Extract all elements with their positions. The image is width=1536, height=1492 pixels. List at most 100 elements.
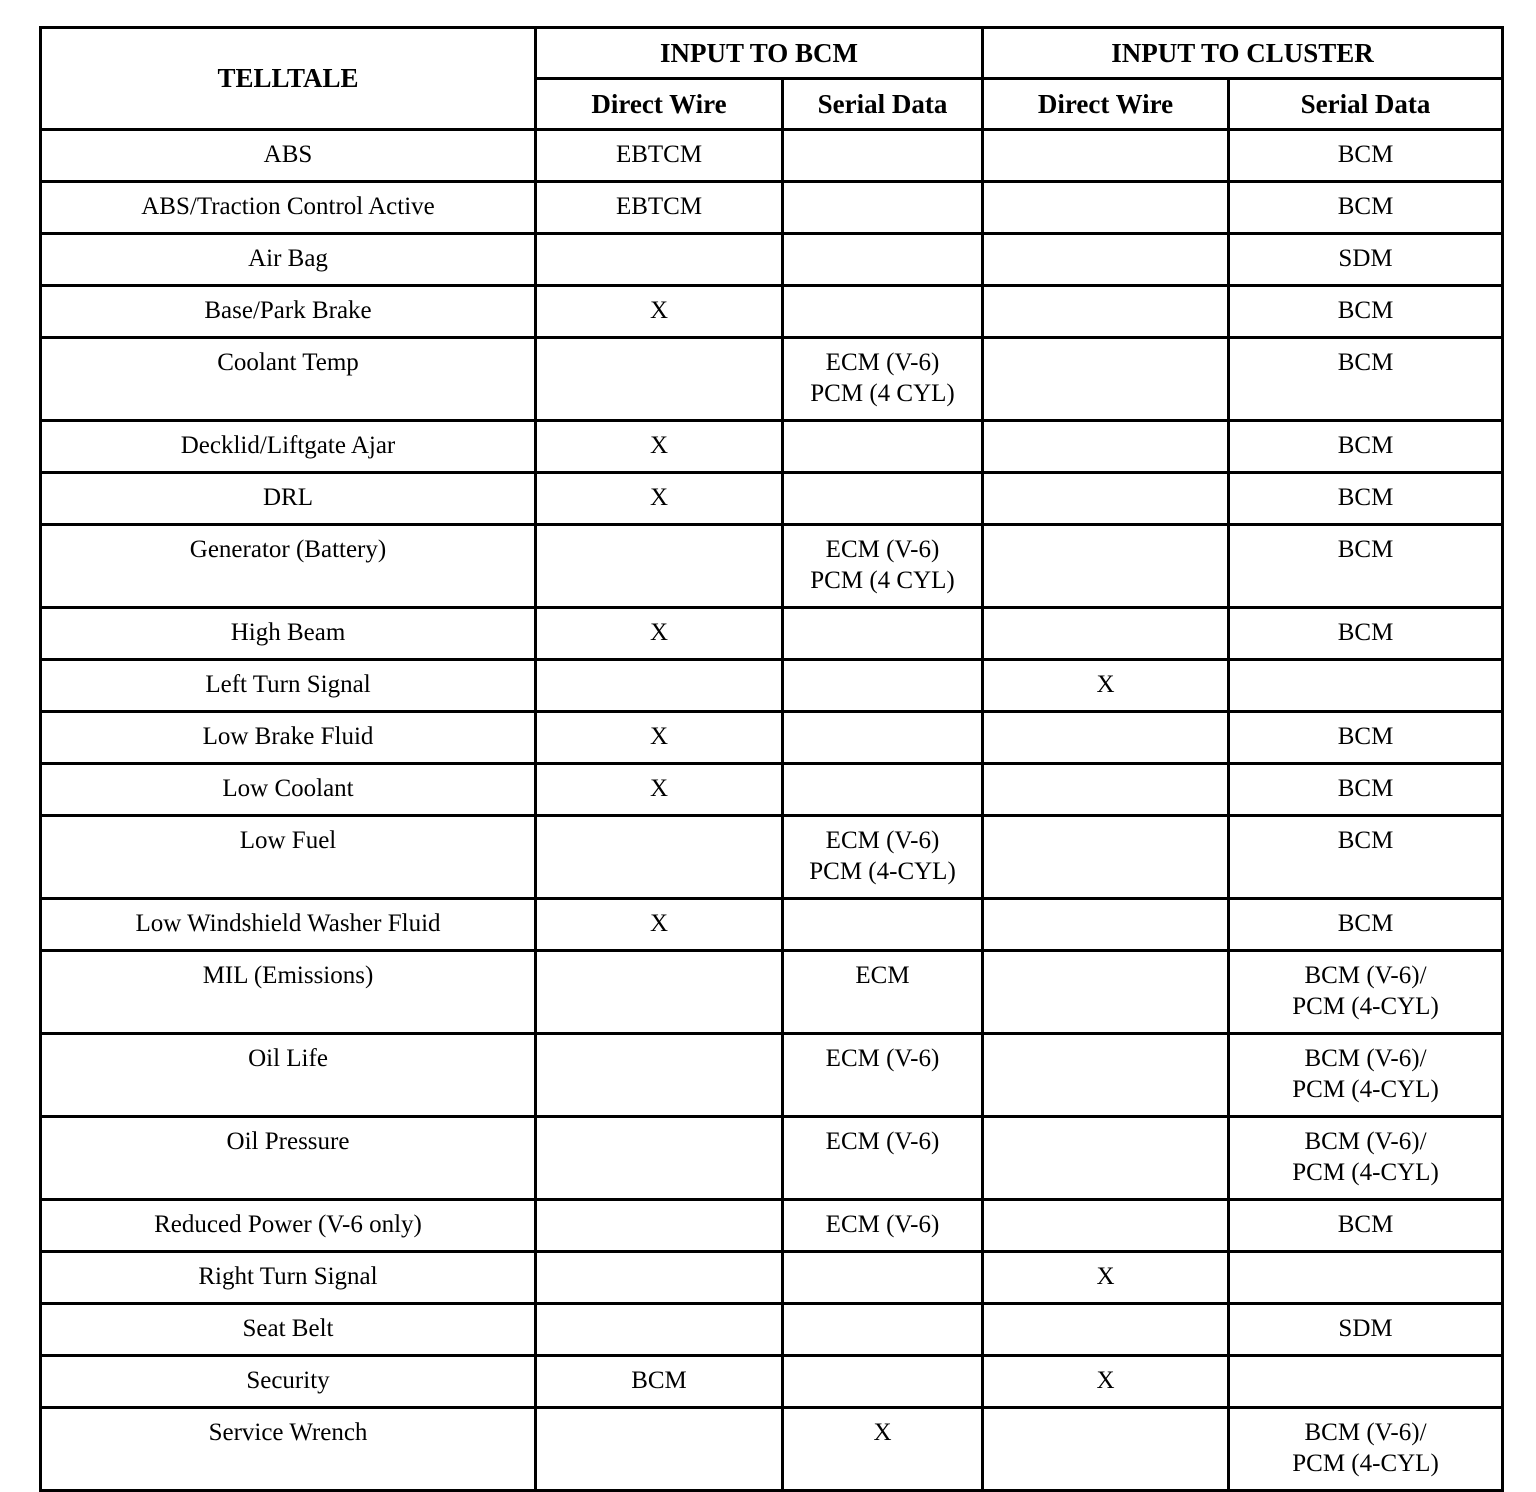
- table-row: Security BCM X: [39, 1354, 1505, 1409]
- table-row: Right Turn Signal X: [39, 1250, 1505, 1305]
- bcm-direct-wire-cell: X: [534, 419, 784, 474]
- bcm-serial-data-cell: ECM (V-6): [780, 1198, 985, 1253]
- telltale-cell: Seat Belt: [39, 1302, 537, 1357]
- cluster-serial-data-cell: BCM (V-6)/ PCM (4-CYL): [1227, 949, 1505, 1035]
- table-row: Oil Life ECM (V-6) BCM (V-6)/ PCM (4-CYL): [39, 1032, 1505, 1118]
- cluster-direct-wire-cell: X: [981, 1354, 1231, 1409]
- telltale-cell: Decklid/Liftgate Ajar: [39, 419, 537, 474]
- telltale-cell: Low Windshield Washer Fluid: [39, 897, 537, 952]
- cluster-direct-wire-cell: [981, 710, 1231, 765]
- bcm-serial-data-cell: ECM (V-6): [780, 1032, 985, 1118]
- bcm-direct-wire-cell: X: [534, 710, 784, 765]
- bcm-serial-data-cell: [780, 762, 985, 817]
- bcm-direct-wire-cell: [534, 949, 784, 1035]
- cluster-serial-data-cell: [1227, 1250, 1505, 1305]
- table-body: ABS EBTCM BCM ABS/Traction Control Active EB…: [39, 128, 1505, 1492]
- telltale-cell: MIL (Emissions): [39, 949, 537, 1035]
- bcm-direct-wire-cell: [534, 523, 784, 609]
- cluster-direct-wire-cell: [981, 336, 1231, 422]
- bcm-direct-wire-cell: X: [534, 471, 784, 526]
- telltale-cell: High Beam: [39, 606, 537, 661]
- table-row: Coolant Temp ECM (V-6) PCM (4 CYL) BCM: [39, 336, 1505, 422]
- header-telltale: TELLTALE: [39, 26, 537, 131]
- telltale-cell: Air Bag: [39, 232, 537, 287]
- telltale-cell: Right Turn Signal: [39, 1250, 537, 1305]
- bcm-serial-data-cell: ECM (V-6) PCM (4 CYL): [780, 336, 985, 422]
- telltale-cell: Security: [39, 1354, 537, 1409]
- bcm-direct-wire-cell: X: [534, 606, 784, 661]
- bcm-serial-data-cell: ECM (V-6): [780, 1115, 985, 1201]
- bcm-serial-data-cell: [780, 284, 985, 339]
- cluster-serial-data-cell: BCM (V-6)/ PCM (4-CYL): [1227, 1032, 1505, 1118]
- table-row: DRL X BCM: [39, 471, 1505, 526]
- bcm-serial-data-cell: [780, 658, 985, 713]
- bcm-direct-wire-cell: [534, 1302, 784, 1357]
- telltale-cell: Left Turn Signal: [39, 658, 537, 713]
- telltale-cell: Low Fuel: [39, 814, 537, 900]
- cluster-direct-wire-cell: [981, 284, 1231, 339]
- cluster-direct-wire-cell: [981, 232, 1231, 287]
- header-input-to-cluster: INPUT TO CLUSTER: [981, 26, 1505, 80]
- table-row: Base/Park Brake X BCM: [39, 284, 1505, 339]
- table-row: Low Fuel ECM (V-6) PCM (4-CYL) BCM: [39, 814, 1505, 900]
- bcm-direct-wire-cell: [534, 1115, 784, 1201]
- table-row: Generator (Battery) ECM (V-6) PCM (4 CYL)…: [39, 523, 1505, 609]
- cluster-serial-data-cell: SDM: [1227, 232, 1505, 287]
- bcm-direct-wire-cell: [534, 1406, 784, 1492]
- cluster-direct-wire-cell: [981, 523, 1231, 609]
- header-bcm-direct-wire: Direct Wire: [534, 77, 784, 131]
- table-row: High Beam X BCM: [39, 606, 1505, 661]
- cluster-serial-data-cell: BCM: [1227, 897, 1505, 952]
- telltale-cell: Generator (Battery): [39, 523, 537, 609]
- cluster-direct-wire-cell: X: [981, 1250, 1231, 1305]
- cluster-serial-data-cell: BCM: [1227, 606, 1505, 661]
- cluster-serial-data-cell: BCM: [1227, 710, 1505, 765]
- cluster-serial-data-cell: BCM: [1227, 1198, 1505, 1253]
- bcm-serial-data-cell: [780, 419, 985, 474]
- cluster-direct-wire-cell: [981, 1032, 1231, 1118]
- bcm-direct-wire-cell: [534, 658, 784, 713]
- telltale-cell: Reduced Power (V-6 only): [39, 1198, 537, 1253]
- bcm-serial-data-cell: [780, 128, 985, 183]
- bcm-direct-wire-cell: X: [534, 762, 784, 817]
- bcm-serial-data-cell: [780, 897, 985, 952]
- bcm-serial-data-cell: ECM: [780, 949, 985, 1035]
- bcm-serial-data-cell: [780, 1354, 985, 1409]
- cluster-direct-wire-cell: X: [981, 658, 1231, 713]
- table-row: Decklid/Liftgate Ajar X BCM: [39, 419, 1505, 474]
- cluster-serial-data-cell: BCM: [1227, 128, 1505, 183]
- telltale-cell: Oil Life: [39, 1032, 537, 1118]
- bcm-serial-data-cell: ECM (V-6) PCM (4-CYL): [780, 814, 985, 900]
- table-row: Air Bag SDM: [39, 232, 1505, 287]
- bcm-serial-data-cell: [780, 606, 985, 661]
- bcm-direct-wire-cell: [534, 1250, 784, 1305]
- table-row: Service Wrench X BCM (V-6)/ PCM (4-CYL): [39, 1406, 1505, 1492]
- table-row: Low Brake Fluid X BCM: [39, 710, 1505, 765]
- cluster-direct-wire-cell: [981, 128, 1231, 183]
- bcm-direct-wire-cell: X: [534, 897, 784, 952]
- telltale-cell: DRL: [39, 471, 537, 526]
- cluster-direct-wire-cell: [981, 949, 1231, 1035]
- header-bcm-serial-data: Serial Data: [780, 77, 985, 131]
- cluster-serial-data-cell: [1227, 1354, 1505, 1409]
- cluster-direct-wire-cell: [981, 419, 1231, 474]
- telltale-cell: Coolant Temp: [39, 336, 537, 422]
- telltale-cell: Low Brake Fluid: [39, 710, 537, 765]
- table-row: Seat Belt SDM: [39, 1302, 1505, 1357]
- cluster-serial-data-cell: BCM: [1227, 180, 1505, 235]
- cluster-direct-wire-cell: [981, 471, 1231, 526]
- telltale-cell: ABS: [39, 128, 537, 183]
- header-row-subcolumns: Direct Wire Serial Data Direct Wire Seri…: [41, 77, 1505, 131]
- bcm-direct-wire-cell: EBTCM: [534, 180, 784, 235]
- bcm-serial-data-cell: [780, 710, 985, 765]
- telltale-cell: ABS/Traction Control Active: [39, 180, 537, 235]
- bcm-direct-wire-cell: EBTCM: [534, 128, 784, 183]
- bcm-direct-wire-cell: [534, 1198, 784, 1253]
- bcm-serial-data-cell: ECM (V-6) PCM (4 CYL): [780, 523, 985, 609]
- cluster-direct-wire-cell: [981, 1406, 1231, 1492]
- cluster-direct-wire-cell: [981, 1302, 1231, 1357]
- table-row: Left Turn Signal X: [39, 658, 1505, 713]
- table-row: Low Windshield Washer Fluid X BCM: [39, 897, 1505, 952]
- bcm-serial-data-cell: [780, 471, 985, 526]
- cluster-direct-wire-cell: [981, 762, 1231, 817]
